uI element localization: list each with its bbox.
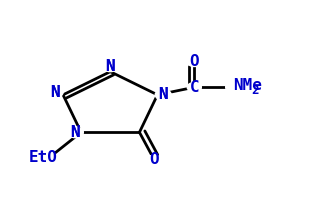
Circle shape [102,61,118,72]
Text: EtO: EtO [29,150,58,165]
Text: N: N [158,87,168,102]
Text: N: N [158,87,168,102]
Circle shape [67,127,83,138]
Text: O: O [190,54,199,69]
Text: N: N [70,125,80,140]
Text: O: O [149,152,159,168]
Text: N: N [105,59,115,74]
Circle shape [187,83,201,92]
Text: N: N [70,125,80,140]
Circle shape [47,87,63,98]
Circle shape [226,83,240,92]
Text: N: N [50,85,60,100]
Circle shape [155,89,171,100]
Text: 2: 2 [251,84,259,97]
Text: N: N [105,59,115,74]
Text: NMe: NMe [233,78,262,94]
Text: C: C [190,80,199,95]
Circle shape [32,150,55,166]
Text: N: N [50,85,60,100]
Circle shape [187,57,201,67]
Circle shape [147,155,161,165]
